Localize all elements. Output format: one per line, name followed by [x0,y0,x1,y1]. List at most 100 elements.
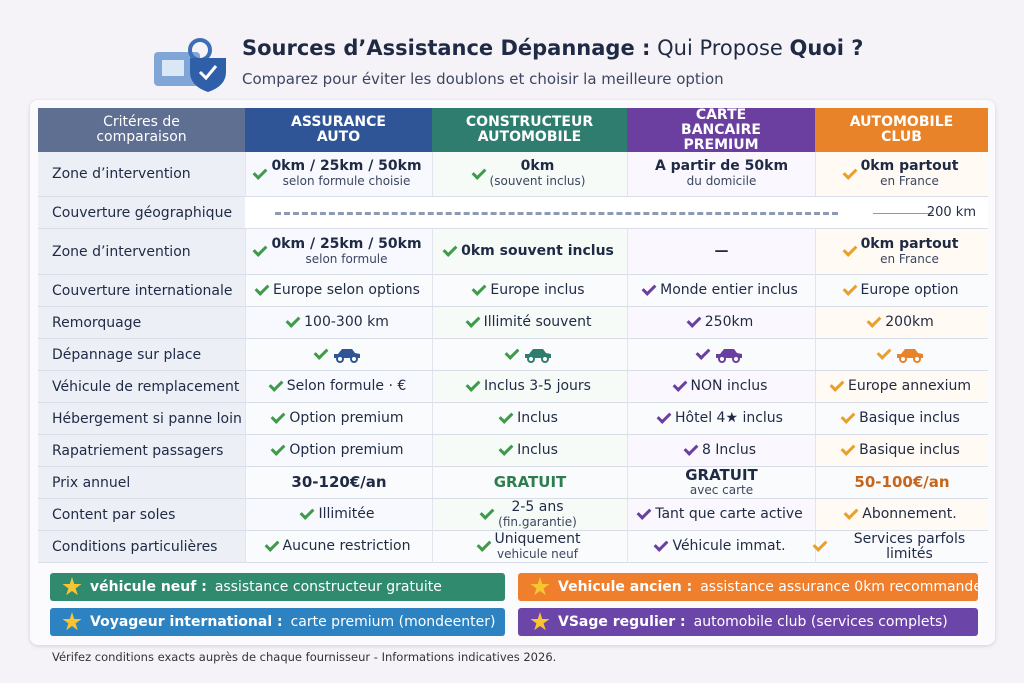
cell-text: 2-5 ans (fin.garantie) [498,499,577,530]
geo-end-label: 200 km [926,205,976,220]
cell-main: 100-300 km [304,314,389,330]
cell-main: Europe annexium [847,378,972,394]
cell-text: Hôtel 4★ inclus [675,411,783,426]
cell-text: 0km / 25km / 50km selon formule [271,235,422,267]
cell-text: Europe annexium [848,379,971,394]
column-header-text: ASSURANCE AUTO [291,114,386,145]
cell-main: NON inclus [690,378,768,394]
row-label: Content par soles [38,499,245,531]
check [498,409,514,424]
cell-main: — [714,243,729,259]
column-header-text: CARTE BANCAIRE PREMIUM [681,106,761,153]
star-icon [62,577,82,596]
table-cell: GRATUIT [432,467,627,499]
tip-banner: véhicule neuf : assistance constructeur g… [50,573,505,601]
table-cell: Monde entier inclus [627,275,815,307]
comparison-table: Critéres de comparaison ASSURANCE AUTO CON… [38,106,988,563]
check [313,345,328,360]
tip-label: VSage regulier : [558,614,686,630]
check [270,409,286,424]
cell-main: Services parfols limités [853,530,966,562]
cell-main: Uniquement [494,530,581,547]
table-cell [245,339,432,371]
cell-main: Europe selon options [273,282,420,298]
cell-main: GRATUIT [685,465,758,484]
cell-main: Aucune restriction [282,538,411,554]
cell-main: 0km / 25km / 50km [271,235,422,252]
table-cell: GRATUIT avec carte [627,467,815,499]
title: Sources d’Assistance Dépannage : Qui Pro… [242,36,863,60]
table-cell: Uniquement vehicule neuf [432,531,627,563]
cell-main: Véhicule immat. [672,538,786,554]
cell-text: Services parfols limités [831,530,988,562]
row-label: Rapatriement passagers [38,435,245,467]
cell-text: Europe option [861,283,959,298]
tip-text: assistance assurance 0km recommandet. [700,579,978,595]
check [876,345,891,360]
check [842,242,857,257]
table-cell: Abonnement. [815,499,988,531]
cell-main: 30-120€/an [291,473,387,491]
check [254,281,270,296]
cell-main: Tant que carte active [655,506,803,522]
cell-text: 0km souvent inclus [461,244,614,259]
check [253,164,268,180]
cell-text: 30-120€/an [291,475,386,490]
cell-main: Inclus [517,410,558,426]
star-icon [530,612,550,631]
cell-text: Option premium [289,411,403,426]
table-cell: 2-5 ans (fin.garantie) [432,499,627,531]
cell-main: Hôtel 4★ inclus [675,410,783,426]
column-header: AUTOMOBILE CLUB [815,108,988,152]
subtitle: Comparez pour éviter les doublons et cho… [242,70,724,88]
table-cell: 50-100€/an [815,467,988,499]
table-cell: Véhicule immat. [627,531,815,563]
cell-note: selon formule choisie [282,174,411,188]
cell-text: 100-300 km [304,315,389,330]
cell-main: 0km partout [860,235,959,252]
table-cell: 0km souvent inclus [432,229,627,275]
table-cell: Illimité souvent [432,307,627,339]
table-cell: Inclus [432,403,627,435]
table-cell: Hôtel 4★ inclus [627,403,815,435]
cell-main: 50-100€/an [854,473,950,491]
cell-main: Illimité souvent [483,314,592,330]
row-label: Couverture géographique [38,197,245,229]
cell-main: Selon formule · € [286,378,407,394]
cell-main: Europe option [860,282,959,298]
check [285,313,301,328]
check [812,537,828,552]
check [264,537,279,552]
check [465,377,481,392]
table-cell [815,339,988,371]
column-header: Critéres de comparaison [38,108,245,152]
tow-icon [333,348,360,363]
check [300,505,315,520]
cell-main: 0km souvent inclus [461,243,614,259]
row-label: Couverture internationale [38,275,245,307]
cell-text: Inclus [517,411,558,426]
table-cell: Aucune restriction [245,531,432,563]
row-label: Dépannage sur place [38,339,245,371]
tow-icon [896,348,923,363]
check [476,537,491,552]
table-cell: Inclus [432,435,627,467]
cell-note: selon formule [305,251,388,266]
cell-main: Monde entier inclus [660,282,798,298]
check [270,441,286,456]
table-cell: 0km partout en France [815,229,988,275]
row-label: Zone d’intervention [38,152,245,197]
cell-main: Option premium [289,410,404,426]
cell-text: 0km partout en France [860,235,959,267]
cell-main: Basique inclus [859,410,960,426]
cell-text: A partir de 50km du domicile [655,159,788,189]
table-cell: 200km [815,307,988,339]
cell-text: 8 Inclus [702,443,756,458]
table-cell: Basique inclus [815,435,988,467]
cell-text: 250km [705,315,753,330]
row-label: Remorquage [38,307,245,339]
table-cell: Inclus 3-5 jours [432,371,627,403]
table-cell: A partir de 50km du domicile [627,152,815,197]
